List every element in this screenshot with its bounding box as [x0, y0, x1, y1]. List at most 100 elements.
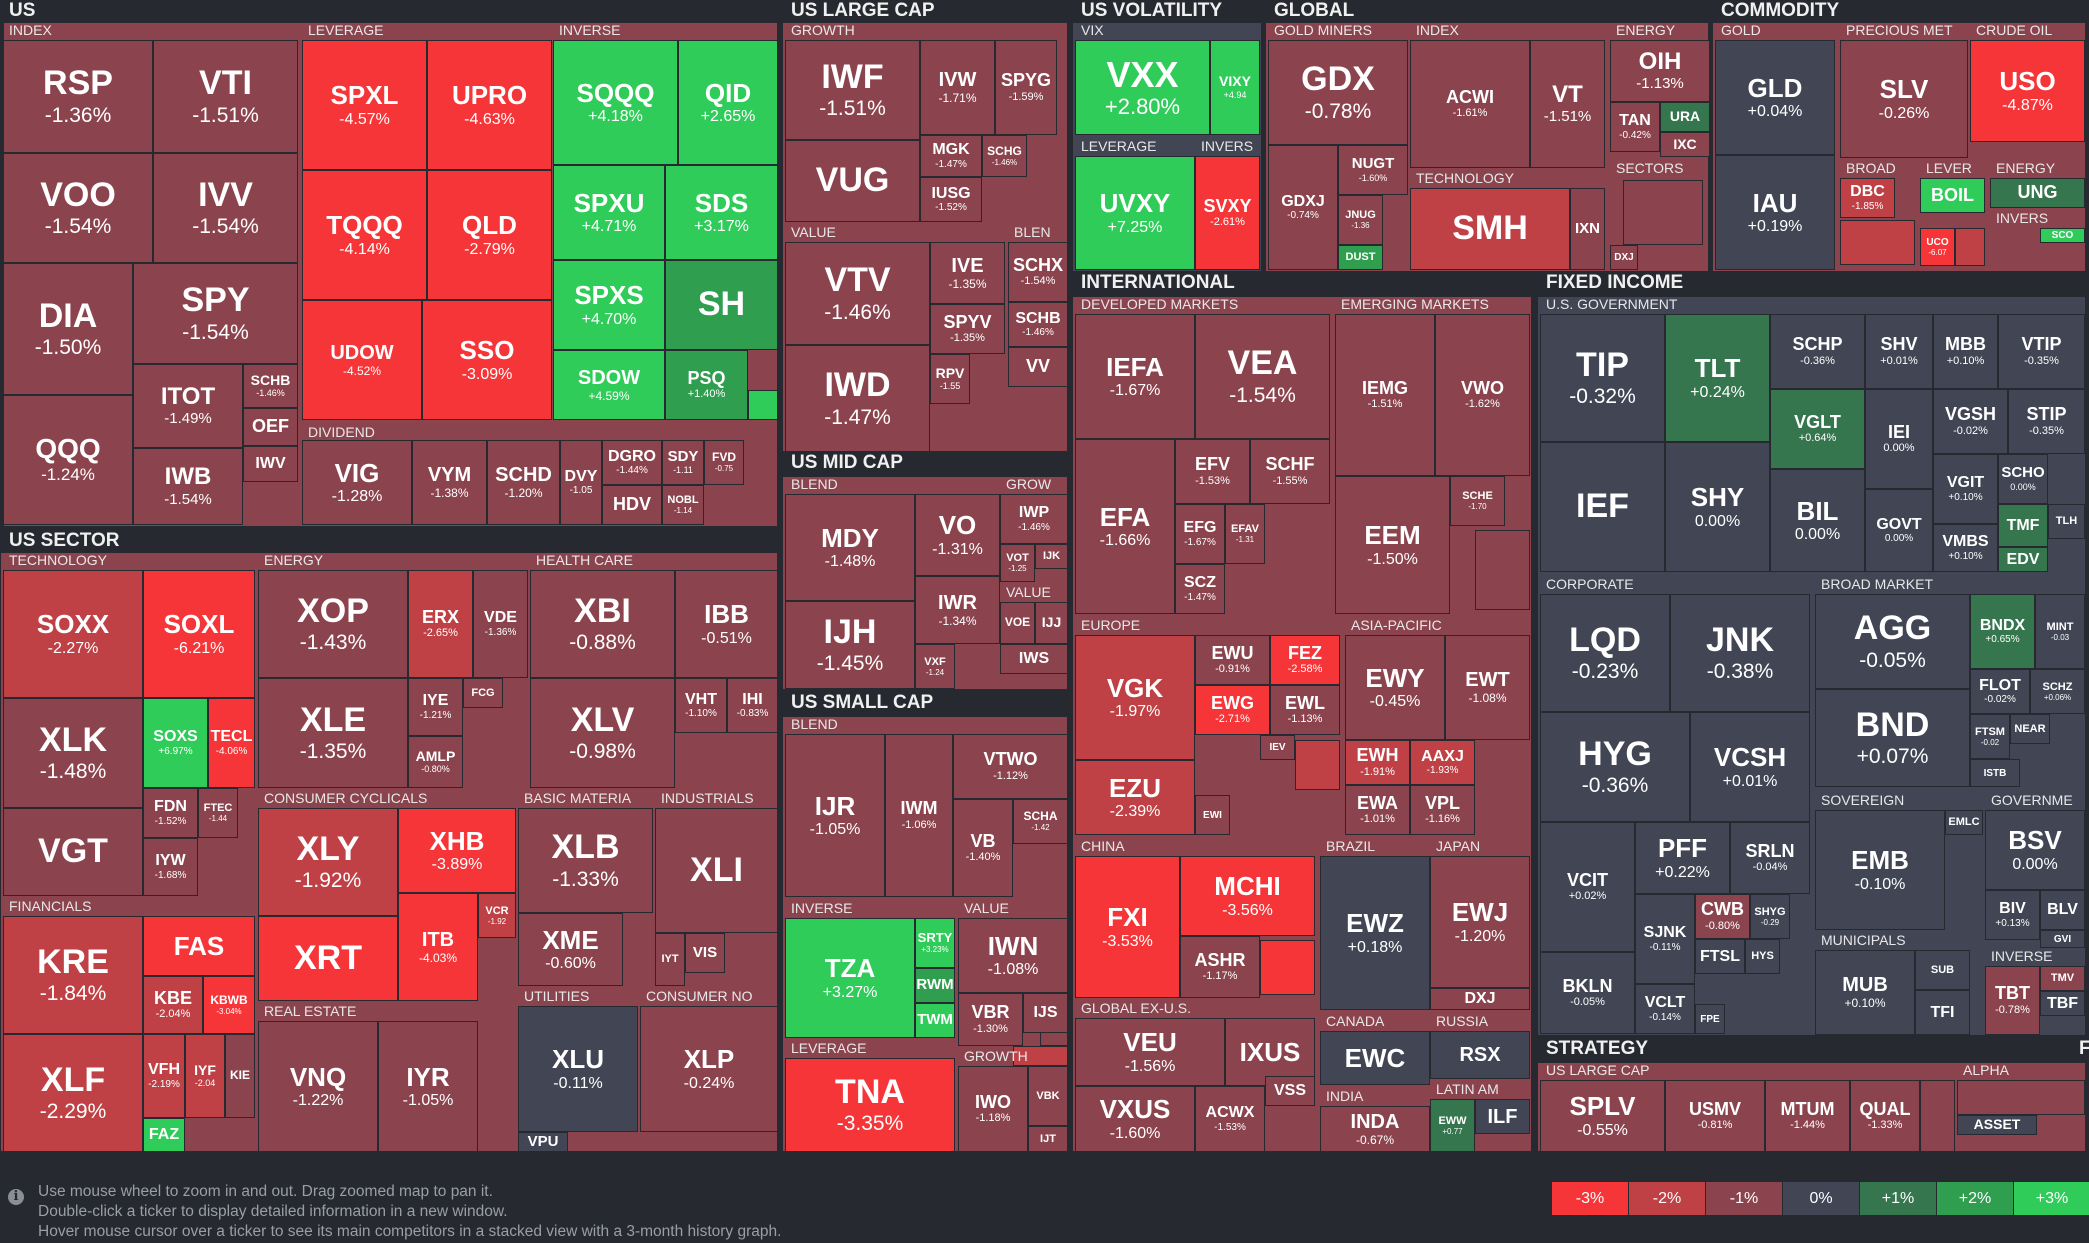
ticker-tile-iye[interactable]: IYE -1.21% [408, 678, 463, 736]
ticker-tile-mdy[interactable]: MDY -1.48% [785, 494, 915, 601]
ticker-tile-ewi[interactable]: EWI [1195, 795, 1230, 835]
ticker-tile-twm[interactable]: TWM [915, 1003, 955, 1038]
etf-heatmap[interactable]: US US LARGE CAP US VOLATILITY GLOBAL COMMODI… [0, 0, 2089, 1158]
ticker-tile-usmv[interactable]: USMV -0.81% [1665, 1080, 1765, 1152]
ticker-tile-vfh[interactable]: VFH -2.19% [143, 1034, 185, 1118]
ticker-tile-vo[interactable]: VO -1.31% [915, 494, 1000, 576]
ticker-tile-xlv[interactable]: XLV -0.98% [530, 678, 675, 788]
ticker-tile-vis[interactable]: VIS [685, 933, 725, 973]
ticker-tile-xrt[interactable]: XRT [258, 916, 398, 1001]
ticker-tile-shv[interactable]: SHV +0.01% [1865, 314, 1933, 389]
ticker-tile-vt[interactable]: VT -1.51% [1530, 40, 1605, 168]
ticker-tile-xbi[interactable]: XBI -0.88% [530, 570, 675, 678]
ticker-tile-uso[interactable]: USO -4.87% [1970, 40, 2085, 142]
ticker-tile-rpv[interactable]: RPV -1.55 [930, 354, 970, 404]
ticker-tile-vtip[interactable]: VTIP -0.35% [1998, 314, 2085, 389]
ticker-tile-ewj[interactable]: EWJ -1.20% [1430, 856, 1530, 988]
ticker-tile-tbt[interactable]: TBT -0.78% [1985, 966, 2040, 1035]
ticker-tile-nugt[interactable]: NUGT -1.60% [1338, 145, 1408, 195]
ticker-tile-qqq[interactable]: QQQ -1.24% [3, 395, 133, 525]
ticker-tile-iwm[interactable]: IWM -1.06% [885, 734, 953, 897]
ticker-tile-ewt[interactable]: EWT -1.08% [1445, 635, 1530, 740]
ticker-tile-aaxj[interactable]: AAXJ -1.93% [1410, 740, 1475, 785]
ticker-tile-vbr[interactable]: VBR -1.30% [958, 993, 1023, 1046]
ticker-tile-vnq[interactable]: VNQ -1.22% [258, 1021, 378, 1152]
ticker-tile-fxi[interactable]: FXI -3.53% [1075, 856, 1180, 998]
ticker-tile-schp[interactable]: SCHP -0.36% [1770, 314, 1865, 389]
ticker-tile-psq[interactable]: PSQ +1.40% [665, 350, 748, 420]
ticker-tile-vtv[interactable]: VTV -1.46% [785, 242, 930, 345]
ticker-tile-dvy[interactable]: DVY -1.05 [560, 440, 602, 525]
ticker-tile-iyw[interactable]: IYW -1.68% [143, 838, 198, 896]
ticker-tile-xli[interactable]: XLI [655, 808, 778, 933]
ticker-tile-tza[interactable]: TZA +3.27% [785, 918, 915, 1038]
ticker-tile-iwp[interactable]: IWP -1.46% [1000, 494, 1068, 544]
ticker-tile-inda[interactable]: INDA -0.67% [1320, 1106, 1430, 1152]
ticker-tile-ief[interactable]: IEF [1540, 442, 1665, 572]
ticker-tile-iwb[interactable]: IWB -1.54% [133, 448, 243, 525]
ticker-tile-tlt[interactable]: TLT +0.24% [1665, 314, 1770, 442]
ticker-tile-fpe[interactable]: FPE [1695, 1004, 1725, 1034]
ticker-tile-uvxy[interactable]: UVXY +7.25% [1075, 156, 1195, 270]
ticker-tile-vea[interactable]: VEA -1.54% [1195, 314, 1330, 439]
ticker-tile-kbe[interactable]: KBE -2.04% [143, 976, 203, 1034]
ticker-tile-fvd[interactable]: FVD -0.75 [704, 440, 744, 485]
ticker-tile-mub[interactable]: MUB +0.10% [1815, 950, 1915, 1035]
ticker-tile-vde[interactable]: VDE -1.36% [473, 570, 528, 678]
ticker-tile-voe[interactable]: VOE [1000, 602, 1035, 644]
ticker-tile-soxs[interactable]: SOXS +6.97% [143, 698, 208, 788]
ticker-tile-vgk[interactable]: VGK -1.97% [1075, 635, 1195, 760]
ticker-tile-hyg[interactable]: HYG -0.36% [1540, 712, 1690, 822]
ticker-tile-uco[interactable]: UCO -6.07 [1920, 228, 1955, 266]
ticker-tile-ijt[interactable]: IJT [1028, 1126, 1068, 1152]
ticker-tile-vss[interactable]: VSS [1265, 1076, 1315, 1106]
ticker-tile-emlc[interactable]: EMLC [1945, 810, 1983, 835]
ticker-tile-vxx[interactable]: VXX +2.80% [1075, 40, 1210, 135]
ticker-tile-sdow[interactable]: SDOW +4.59% [553, 350, 665, 420]
ticker-tile-kre[interactable]: KRE -1.84% [3, 916, 143, 1034]
ticker-tile-vxus[interactable]: VXUS -1.60% [1075, 1086, 1195, 1152]
ticker-tile-istb[interactable]: ISTB [1970, 759, 2020, 787]
ticker-tile-xop[interactable]: XOP -1.43% [258, 570, 408, 678]
ticker-tile-gld[interactable]: GLD +0.04% [1715, 40, 1835, 155]
ticker-tile-tfi[interactable]: TFI [1915, 990, 1970, 1035]
ticker-tile-jnug[interactable]: JNUG -1.36 [1338, 195, 1383, 245]
ticker-tile-vclt[interactable]: VCLT -0.14% [1635, 984, 1695, 1034]
ticker-tile-asset[interactable]: ASSET [1957, 1115, 2037, 1135]
ticker-tile-schx[interactable]: SCHX -1.54% [1008, 242, 1068, 302]
ticker-tile-bndx[interactable]: BNDX +0.65% [1970, 594, 2035, 669]
ticker-tile-gvi[interactable]: GVI [2040, 930, 2085, 948]
ticker-tile-ilf[interactable]: ILF [1475, 1099, 1530, 1134]
ticker-tile-veu[interactable]: VEU -1.56% [1075, 1018, 1225, 1086]
ticker-tile-ivv[interactable]: IVV -1.54% [153, 153, 298, 263]
ticker-tile-spyg[interactable]: SPYG -1.59% [995, 40, 1057, 135]
ticker-tile-sdy[interactable]: SDY -1.11 [662, 440, 704, 485]
ticker-tile-vug[interactable]: VUG [785, 140, 920, 222]
ticker-tile-ewg[interactable]: EWG -2.71% [1195, 685, 1270, 735]
ticker-tile-mgk[interactable]: MGK -1.47% [920, 135, 982, 177]
ticker-tile-vgt[interactable]: VGT [3, 808, 143, 896]
ticker-tile-ftsl[interactable]: FTSL [1695, 939, 1745, 974]
ticker-tile-iwo[interactable]: IWO -1.18% [958, 1066, 1028, 1152]
ticker-tile-bnd[interactable]: BND +0.07% [1815, 689, 1970, 787]
ticker-tile-svxy[interactable]: SVXY -2.61% [1195, 156, 1260, 270]
ticker-tile-iemg[interactable]: IEMG -1.51% [1335, 314, 1435, 476]
ticker-tile-ive[interactable]: IVE -1.35% [930, 242, 1005, 304]
ticker-tile-smh[interactable]: SMH [1410, 188, 1570, 270]
ticker-tile-edv[interactable]: EDV [1998, 547, 2048, 572]
ticker-tile-tqqq[interactable]: TQQQ -4.14% [302, 170, 427, 300]
ticker-tile-iwv[interactable]: IWV [243, 446, 298, 482]
ticker-tile-qld[interactable]: QLD -2.79% [427, 170, 552, 300]
ticker-tile-shyg[interactable]: SHYG -0.29 [1750, 894, 1790, 939]
ticker-tile-oef[interactable]: OEF [243, 408, 298, 446]
ticker-tile-fcg[interactable]: FCG [463, 678, 503, 708]
ticker-tile-sqqq[interactable]: SQQQ +4.18% [553, 40, 678, 165]
ticker-tile-vot[interactable]: VOT -1.25 [1000, 544, 1035, 582]
ticker-tile-sds[interactable]: SDS +3.17% [665, 165, 778, 260]
ticker-tile-tan[interactable]: TAN -0.42% [1610, 102, 1660, 152]
ticker-tile-qid[interactable]: QID +2.65% [678, 40, 778, 165]
ticker-tile-ewu[interactable]: EWU -0.91% [1195, 635, 1270, 685]
ticker-tile-udow[interactable]: UDOW -4.52% [302, 300, 422, 420]
ticker-tile-shy[interactable]: SHY 0.00% [1665, 442, 1770, 572]
ticker-tile-oih[interactable]: OIH -1.13% [1610, 40, 1710, 102]
